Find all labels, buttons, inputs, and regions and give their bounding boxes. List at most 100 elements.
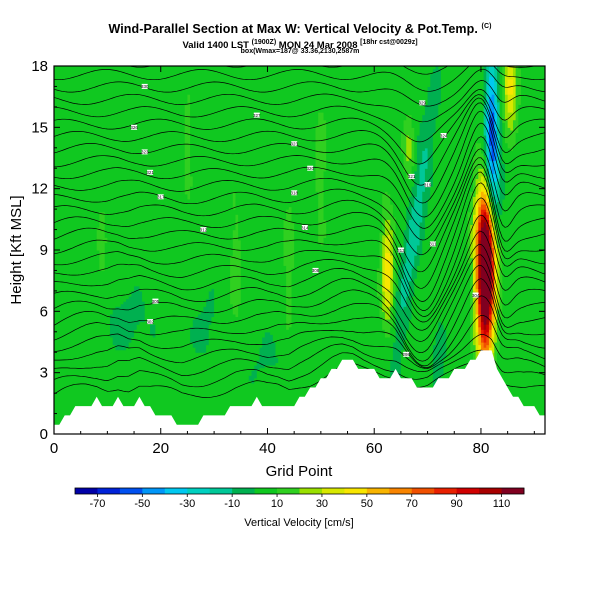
velocity-cell (72, 66, 76, 434)
theta-contour-line (54, 244, 545, 342)
velocity-cell (136, 324, 140, 434)
colorbar-swatch (389, 488, 413, 494)
velocity-cell (272, 66, 277, 343)
velocity-cell (115, 306, 119, 351)
velocity-cell (390, 306, 394, 328)
velocity-cell (406, 160, 410, 180)
colorbar-swatch (277, 488, 300, 494)
velocity-cell (214, 66, 218, 434)
velocity-cell (488, 183, 493, 192)
velocity-cell (483, 324, 487, 330)
velocity-cell (488, 170, 493, 180)
x-tick-label: 80 (473, 440, 490, 457)
velocity-cell (166, 66, 170, 434)
velocity-cell (150, 334, 154, 434)
velocity-cell (400, 250, 405, 279)
velocity-cell (456, 66, 461, 434)
velocity-cell (496, 201, 501, 218)
theta-contour-line (54, 45, 545, 55)
velocity-cell (470, 224, 474, 259)
velocity-cell (419, 122, 423, 164)
velocity-cell (83, 66, 87, 434)
velocity-cell (398, 66, 402, 266)
velocity-cell (486, 344, 490, 353)
theta-contour-line (54, 97, 545, 186)
velocity-cell (438, 66, 442, 70)
velocity-cell (238, 239, 242, 305)
theta-contour-line (54, 157, 545, 273)
velocity-cell (486, 211, 490, 215)
velocity-cell (432, 68, 437, 134)
velocity-cell (286, 329, 290, 434)
velocity-cell (395, 290, 399, 392)
colorbar-tick-label: -30 (179, 498, 195, 510)
velocity-cell (400, 66, 405, 134)
velocity-cell (483, 66, 487, 105)
velocity-cell (507, 66, 511, 80)
copyright-mark: (C) (481, 22, 492, 30)
velocity-cell (491, 313, 495, 325)
x-tick-label: 20 (152, 440, 169, 457)
velocity-cell (291, 267, 295, 434)
velocity-cell (126, 66, 130, 300)
velocity-cell (382, 311, 386, 330)
velocity-cell (486, 336, 490, 346)
velocity-cell (62, 66, 66, 434)
velocity-cell (291, 221, 295, 269)
velocity-cell (486, 214, 490, 220)
velocity-cell (411, 206, 415, 269)
contour-label: 326 (130, 125, 138, 130)
velocity-cell (486, 186, 490, 192)
x-axis-label: Grid Point (266, 463, 334, 480)
velocity-cell (427, 198, 431, 434)
velocity-cell (486, 229, 490, 320)
y-tick-label: 15 (31, 119, 48, 136)
velocity-cell (491, 112, 495, 162)
velocity-cell (286, 209, 290, 330)
velocity-cell (502, 66, 506, 123)
velocity-cell (115, 349, 119, 434)
velocity-cell (222, 66, 226, 434)
colorbar-frame (74, 487, 525, 495)
velocity-cell (496, 178, 501, 203)
velocity-cell (499, 119, 503, 215)
velocity-cell (443, 329, 447, 358)
velocity-cell (406, 135, 410, 162)
velocity-cell (187, 94, 191, 200)
contour-label-bg (301, 225, 308, 230)
velocity-cell (350, 66, 354, 434)
velocity-cell (120, 66, 124, 305)
velocity-cell (323, 170, 327, 220)
colorbar-swatch (142, 488, 166, 494)
velocity-cell (424, 168, 429, 218)
velocity-cell (150, 66, 154, 325)
velocity-cell (139, 66, 143, 292)
velocity-cell (422, 239, 426, 434)
box-info-line: box(Wmax=187@ 33.36,2130,2587m (240, 48, 360, 55)
velocity-cell (163, 66, 167, 434)
contour-label-bg (472, 292, 479, 298)
velocity-cell (118, 349, 122, 434)
velocity-cell (486, 331, 490, 338)
colorbar-swatch (164, 488, 188, 494)
velocity-cell (270, 334, 274, 366)
velocity-cell (491, 181, 495, 190)
velocity-cell (182, 66, 186, 434)
velocity-cell (486, 109, 490, 144)
velocity-cell (211, 288, 215, 318)
velocity-cell (491, 173, 495, 182)
velocity-cell (315, 66, 319, 126)
velocity-cell (491, 196, 495, 203)
velocity-cell (216, 66, 221, 434)
velocity-cell (512, 96, 517, 121)
velocity-cell (118, 66, 122, 307)
velocity-cell (408, 280, 413, 320)
y-tick-label: 6 (40, 303, 48, 320)
velocity-cell (422, 191, 426, 241)
velocity-cell (264, 365, 269, 434)
velocity-cell (102, 211, 106, 272)
velocity-cell (88, 66, 92, 434)
velocity-cell (480, 152, 485, 169)
velocity-cell (320, 112, 325, 246)
